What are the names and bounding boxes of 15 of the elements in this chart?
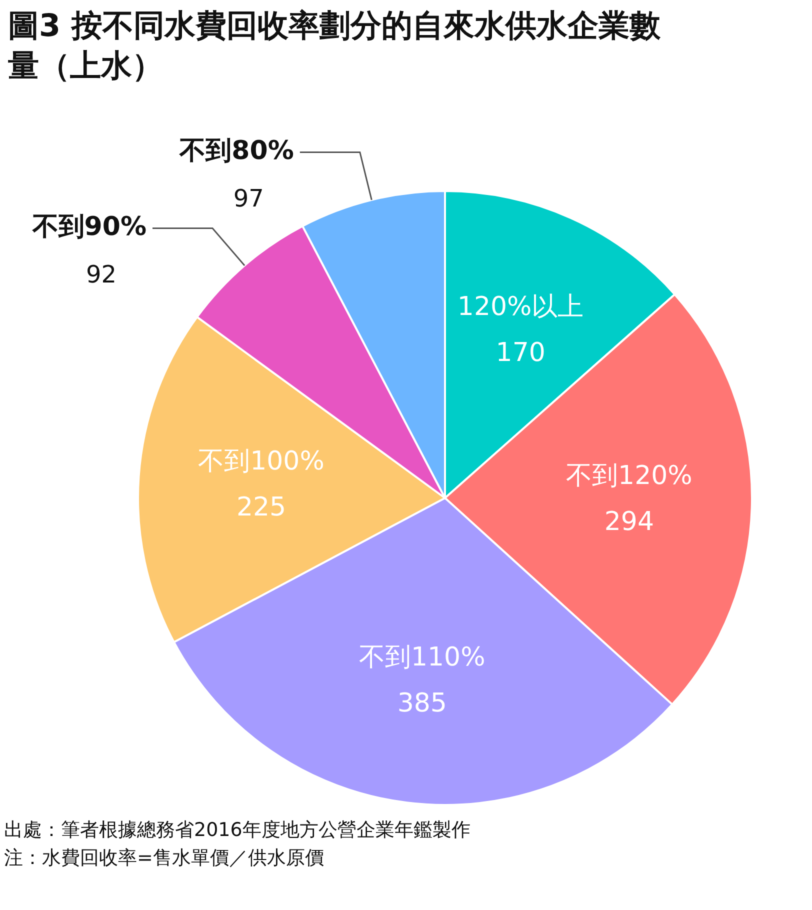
slice-label: 不到120% [566, 460, 692, 491]
slice-label: 不到90% [31, 212, 146, 242]
data-label: 225 [236, 492, 286, 523]
slice-label: 不到110% [358, 642, 486, 673]
data-label: 97 [233, 184, 264, 212]
data-label: 294 [604, 506, 654, 537]
data-label: 170 [496, 338, 546, 368]
slice-label: 不到80% [178, 136, 294, 166]
data-label: 385 [397, 688, 447, 719]
slice-label: 不到100% [198, 446, 324, 477]
text: 出處：筆者根據總務省2016年度地方公營企業年鑑製作 [4, 818, 472, 843]
chart-title: 圖3 按不同水費回收率劃分的自來水供水企業數量（上水） [7, 7, 662, 86]
data-label: 92 [86, 260, 116, 288]
text: 注：水費回收率=售水單價／供水原價 [4, 846, 325, 871]
slice-label: 120%以上 [457, 292, 584, 322]
